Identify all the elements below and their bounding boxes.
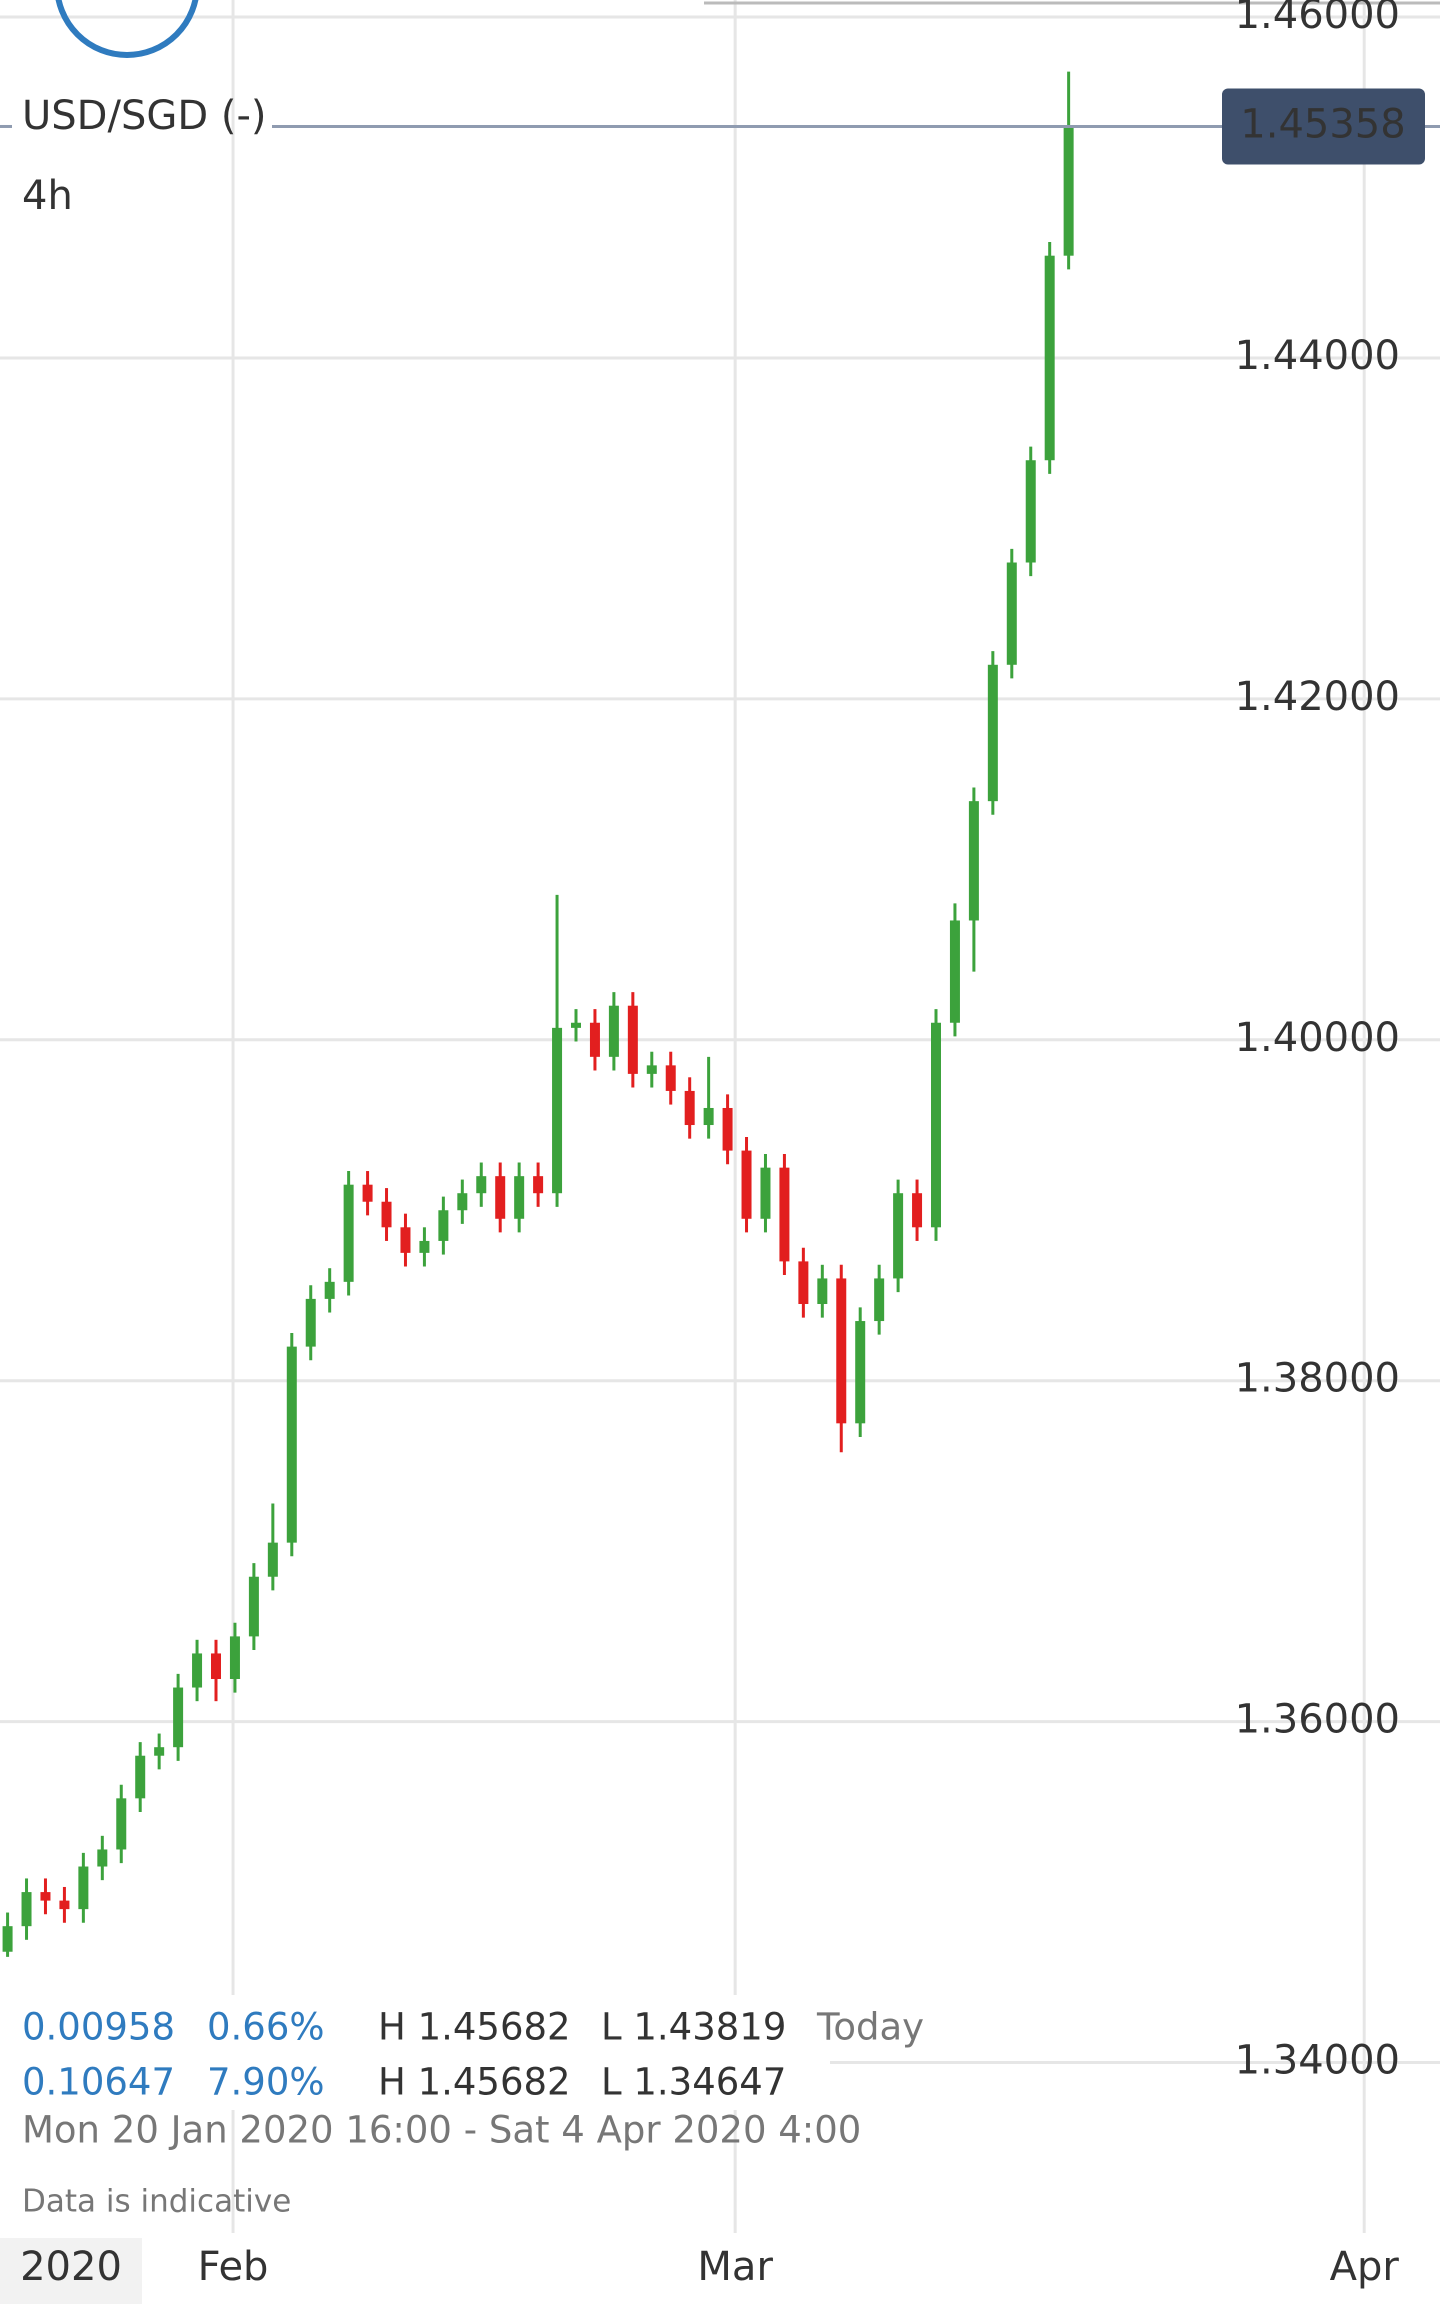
candle-body — [874, 1278, 885, 1322]
candle-body — [59, 1900, 70, 1910]
grid-layer — [0, 0, 1440, 2233]
candle-body — [627, 1005, 638, 1074]
candle-body — [931, 1022, 941, 1228]
candle-body — [419, 1240, 430, 1253]
candle-body — [2, 1926, 13, 1952]
candle-body — [362, 1184, 373, 1202]
candle-body — [286, 1346, 297, 1543]
interval: 4h — [22, 173, 73, 219]
candle-body — [779, 1167, 790, 1262]
candle-body — [589, 1022, 600, 1057]
candle-layer — [2, 71, 1074, 1957]
candle-body — [229, 1636, 240, 1680]
y-tick-label: 1.38000 — [1235, 1356, 1400, 1402]
candle-body — [78, 1866, 89, 1910]
instrument-name: USD/SGD (-) — [22, 93, 267, 139]
candle-body — [211, 1653, 221, 1680]
low: L 1.43819 — [601, 2006, 786, 2049]
candle-body — [665, 1065, 676, 1091]
last-price-label: 1.45358 — [1240, 101, 1405, 147]
y-tick-label: 1.46000 — [1235, 0, 1400, 38]
percent: 0.66% — [207, 2006, 325, 2049]
x-tick-label: Feb — [198, 2244, 269, 2290]
candle-body — [438, 1210, 449, 1241]
last-price-box — [1222, 88, 1425, 165]
candle-body — [987, 664, 998, 802]
candle-body — [817, 1278, 828, 1305]
candle-body — [760, 1167, 771, 1219]
candle-body — [533, 1176, 544, 1194]
candle-body — [798, 1261, 809, 1305]
stats-background — [0, 1995, 830, 2110]
candle-body — [855, 1321, 866, 1424]
candle-body — [457, 1193, 468, 1211]
candle-body — [381, 1201, 392, 1228]
change: 0.00958 — [22, 2006, 175, 2049]
note: Data is indicative — [22, 2184, 291, 2220]
candle-body — [646, 1065, 657, 1074]
candle-body — [173, 1687, 184, 1748]
high: H 1.45682 — [378, 2061, 571, 2104]
x-tick-label: Apr — [1330, 2244, 1400, 2290]
y-tick-label: 1.36000 — [1235, 1697, 1400, 1743]
back-button[interactable] — [55, 0, 199, 58]
year-label-background — [0, 2238, 142, 2304]
candle-body — [571, 1022, 581, 1028]
candle-body — [968, 801, 979, 921]
candle-body — [741, 1150, 752, 1219]
candle-body — [267, 1542, 278, 1577]
low: L 1.34647 — [601, 2061, 786, 2104]
candle-body — [912, 1193, 923, 1228]
candle-body — [1006, 562, 1017, 665]
candle-body — [608, 1005, 619, 1057]
candle-body — [949, 920, 960, 1023]
candle-body — [684, 1090, 695, 1126]
candle-body — [836, 1278, 847, 1424]
y-tick-label: 1.44000 — [1235, 333, 1400, 379]
y-tick-label: 1.40000 — [1235, 1015, 1400, 1061]
y-tick-label: 1.42000 — [1235, 674, 1400, 720]
candle-body — [343, 1184, 354, 1282]
percent: 7.90% — [207, 2061, 325, 2104]
candle-body — [248, 1576, 259, 1637]
candle-body — [40, 1892, 51, 1901]
candle-body — [135, 1755, 146, 1799]
candle-body — [476, 1176, 487, 1194]
high: H 1.45682 — [378, 2006, 571, 2049]
candle-body — [722, 1107, 733, 1151]
period: Today — [816, 2006, 924, 2049]
candle-body — [1063, 126, 1074, 256]
last-price-layer: 1.45358 — [0, 88, 1440, 165]
year-label: 2020 — [20, 2244, 122, 2290]
candle-body — [192, 1653, 203, 1688]
change: 0.10647 — [22, 2061, 175, 2104]
candle-body — [495, 1176, 506, 1219]
candle-body — [552, 1027, 563, 1194]
x-tick-label: Mar — [697, 2244, 773, 2290]
candle-body — [116, 1798, 127, 1850]
candle-body — [893, 1193, 904, 1279]
candle-body — [514, 1176, 525, 1219]
candle-body — [1025, 460, 1036, 563]
candle-body — [400, 1227, 411, 1253]
candle-body — [324, 1281, 335, 1299]
candle-body — [703, 1107, 714, 1126]
candle-body — [21, 1892, 32, 1927]
candle-body — [154, 1747, 165, 1756]
date-range: Mon 20 Jan 2020 16:00 - Sat 4 Apr 2020 4… — [22, 2109, 861, 2152]
y-tick-label: 1.34000 — [1235, 2038, 1400, 2084]
candle-body — [305, 1298, 316, 1347]
candle-body — [1044, 255, 1055, 461]
candle-body — [97, 1849, 108, 1867]
